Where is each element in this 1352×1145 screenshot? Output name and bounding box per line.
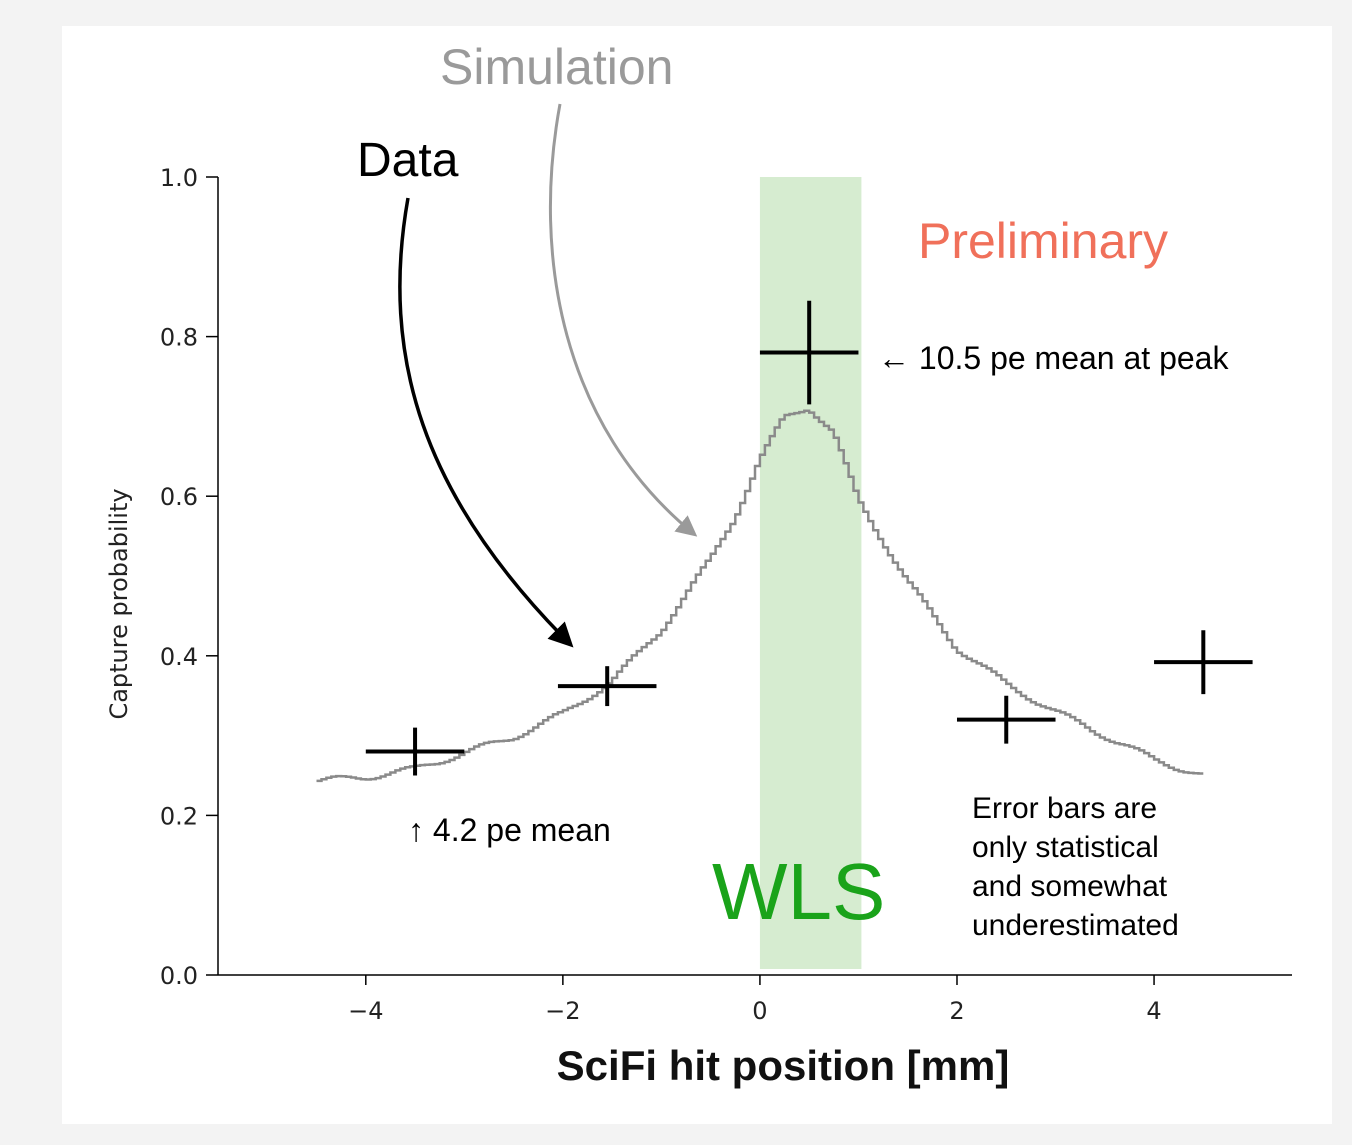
data-point bbox=[1154, 630, 1253, 695]
x-tick-label: 2 bbox=[949, 997, 964, 1025]
peak-note: ← 10.5 pe mean at peak bbox=[878, 340, 1229, 376]
y-tick-label: 0.0 bbox=[160, 962, 198, 990]
error-note-line: only statistical bbox=[972, 831, 1159, 864]
y-axis-label: Capture probability bbox=[105, 488, 133, 719]
error-note-line: and somewhat bbox=[972, 870, 1168, 903]
data-point bbox=[759, 300, 859, 405]
simulation-label: Simulation bbox=[440, 39, 673, 95]
x-tick-label: −2 bbox=[545, 997, 580, 1025]
capture-probability-chart: 0.0 0.2 0.4 0.6 0.8 1.0 −4 −2 0 2 4 Capture proba… bbox=[105, 39, 1292, 1089]
x-axis-label: SciFi hit position [mm] bbox=[557, 1042, 1010, 1089]
data-point bbox=[956, 695, 1056, 744]
error-note: Error bars are only statistical and some… bbox=[972, 792, 1179, 942]
figure-card: 0.0 0.2 0.4 0.6 0.8 1.0 −4 −2 0 2 4 Capture proba… bbox=[62, 26, 1332, 1124]
data-point bbox=[365, 727, 465, 776]
y-tick-label: 0.2 bbox=[160, 802, 198, 830]
simulation-arrow bbox=[548, 103, 698, 537]
x-ticks: −4 −2 0 2 4 bbox=[348, 975, 1162, 1025]
simulation-step-curve bbox=[316, 409, 1204, 783]
y-tick-label: 0.4 bbox=[160, 643, 198, 671]
y-tick-label: 0.8 bbox=[160, 324, 198, 352]
x-tick-label: 0 bbox=[752, 997, 767, 1025]
axes bbox=[217, 177, 1292, 976]
x-tick-label: −4 bbox=[348, 997, 383, 1025]
data-point bbox=[557, 666, 657, 707]
left-note: ↑ 4.2 pe mean bbox=[408, 812, 611, 848]
data-arrow bbox=[398, 197, 574, 648]
data-label: Data bbox=[357, 134, 459, 187]
preliminary-label: Preliminary bbox=[918, 213, 1168, 269]
x-tick-label: 4 bbox=[1146, 997, 1161, 1025]
y-tick-label: 0.6 bbox=[160, 483, 198, 511]
error-note-line: underestimated bbox=[972, 909, 1179, 942]
data-points bbox=[365, 300, 1253, 776]
wls-label: WLS bbox=[712, 847, 885, 936]
y-tick-label: 1.0 bbox=[160, 164, 198, 192]
error-note-line: Error bars are bbox=[972, 792, 1157, 825]
y-ticks: 0.0 0.2 0.4 0.6 0.8 1.0 bbox=[160, 164, 218, 990]
